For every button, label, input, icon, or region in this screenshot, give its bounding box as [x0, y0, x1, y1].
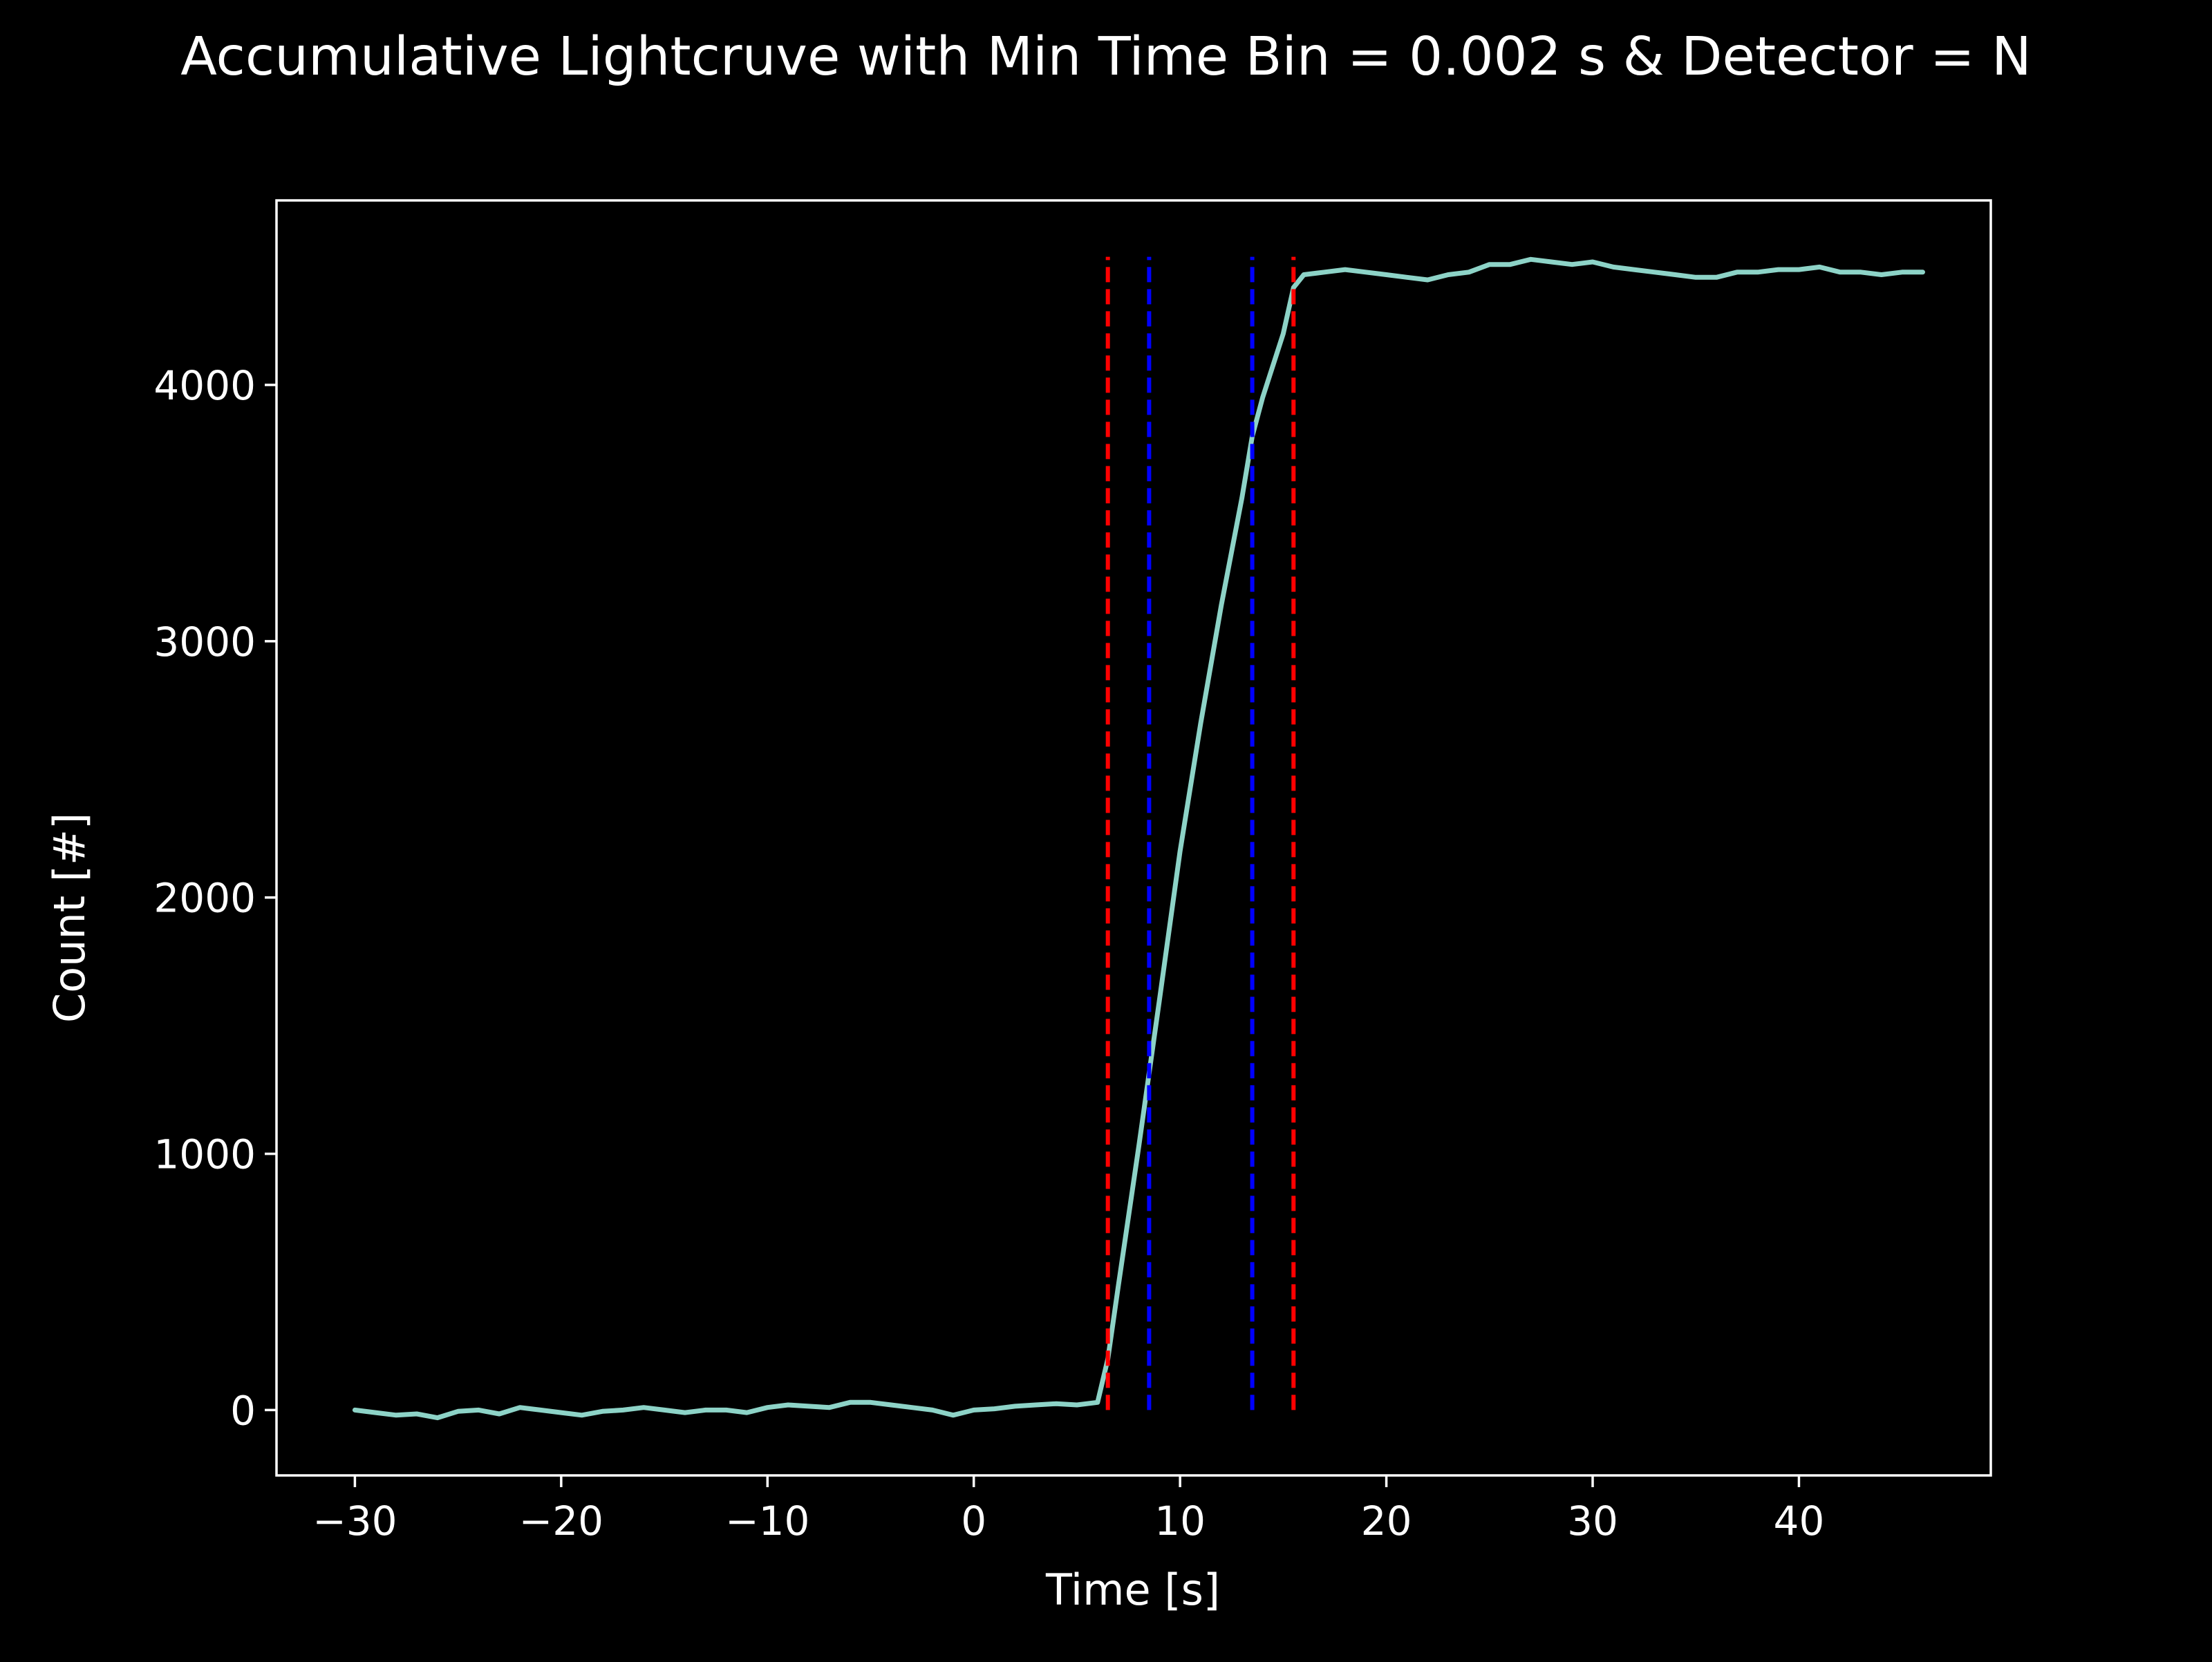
series-line-0	[352, 256, 1925, 1421]
y-tick-label: 2000	[153, 875, 256, 922]
chart-title: Accumulative Lightcruve with Min Time Bi…	[180, 26, 2032, 88]
x-tick-label: −20	[519, 1498, 603, 1545]
x-tick-label: 30	[1567, 1498, 1618, 1545]
x-tick-label: −30	[312, 1498, 397, 1545]
x-tick-label: 10	[1154, 1498, 1206, 1545]
axes: −30 −20 −10 0 10 20 30 40 0 1000 2000 3000 4000	[153, 199, 1992, 1545]
axes-frame	[275, 199, 1992, 1477]
x-tick-label: 40	[1774, 1498, 1825, 1545]
y-axis-label: Count [#]	[44, 813, 95, 1023]
plot-marks	[352, 256, 1925, 1421]
y-tick-label: 0	[230, 1387, 256, 1434]
y-tick-label: 3000	[153, 618, 256, 665]
y-tick-label: 4000	[153, 362, 256, 409]
x-tick-label: 20	[1361, 1498, 1412, 1545]
x-tick-label: 0	[961, 1498, 986, 1545]
x-tick-label: −10	[725, 1498, 809, 1545]
x-axis-label: Time [s]	[1045, 1565, 1220, 1615]
y-tick-label: 1000	[153, 1131, 256, 1178]
